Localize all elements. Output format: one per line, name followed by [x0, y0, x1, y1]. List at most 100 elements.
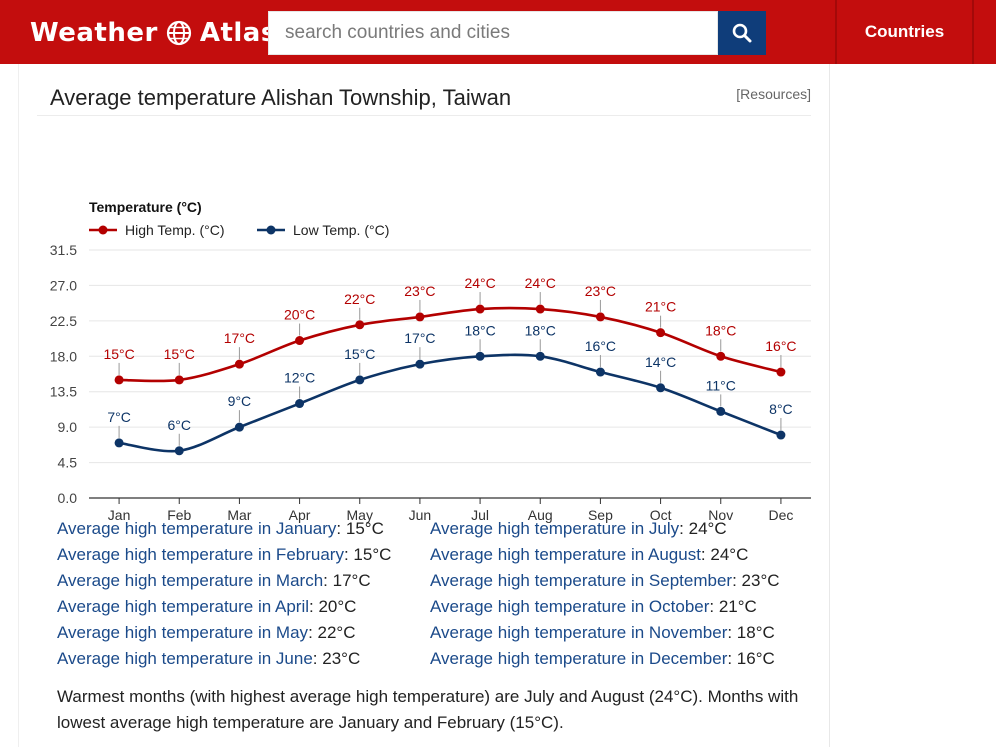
data-point[interactable] [415, 312, 425, 322]
x-tick-label: Aug [528, 507, 553, 523]
stat-link[interactable]: Average high temperature in November [430, 623, 728, 642]
stat-link[interactable]: Average high temperature in May [57, 623, 309, 642]
x-tick-label: Jun [409, 507, 432, 523]
legend-marker [266, 225, 276, 235]
nav-divider [972, 0, 974, 64]
data-label: 9°C [228, 393, 252, 409]
data-point[interactable] [114, 438, 124, 448]
stat-link[interactable]: Average high temperature in August [430, 545, 701, 564]
data-label: 15°C [103, 346, 134, 362]
y-tick-label: 13.5 [50, 384, 77, 400]
search-icon [732, 23, 752, 43]
data-label: 18°C [705, 322, 736, 338]
x-tick-label: Jan [108, 507, 131, 523]
data-point[interactable] [776, 430, 786, 440]
stat-row: Average high temperature in November: 18… [430, 620, 780, 646]
data-label: 24°C [525, 275, 556, 291]
data-label: 8°C [769, 401, 793, 417]
chart-legend: High Temp. (°C) Low Temp. (°C) [89, 222, 389, 238]
data-label: 15°C [344, 346, 375, 362]
series-high-temp: 15°C 15°C 17°C 20°C 22°C 23°C 24°C 24°C 23°C 21°C… [103, 275, 797, 385]
data-label: 22°C [344, 291, 375, 307]
x-tick-label: Feb [167, 507, 191, 523]
stat-value: : 24°C [700, 545, 749, 564]
data-label: 11°C [706, 377, 736, 393]
legend-item[interactable]: High Temp. (°C) [89, 222, 224, 238]
data-point[interactable] [716, 406, 726, 416]
title-divider [37, 115, 811, 116]
stat-row: Average high temperature in December: 16… [430, 646, 780, 672]
data-point[interactable] [776, 367, 786, 377]
y-tick-label: 31.5 [50, 242, 77, 258]
y-tick-label: 9.0 [58, 419, 78, 435]
stat-link[interactable]: Average high temperature in October [430, 597, 710, 616]
stat-value: : 20°C [309, 597, 357, 616]
data-label: 12°C [284, 370, 315, 386]
data-point[interactable] [174, 375, 184, 385]
stat-link[interactable]: Average high temperature in March [57, 571, 324, 590]
data-point[interactable] [656, 328, 666, 338]
data-point[interactable] [535, 304, 545, 314]
site-logo[interactable]: Weather Atlas [30, 14, 277, 52]
data-point[interactable] [716, 351, 726, 361]
x-tick-label: Sep [588, 507, 613, 523]
data-point[interactable] [295, 399, 305, 409]
data-point[interactable] [656, 383, 666, 393]
data-point[interactable] [355, 375, 365, 385]
y-tick-label: 22.5 [50, 313, 77, 329]
data-label: 16°C [585, 338, 616, 354]
data-label: 7°C [107, 409, 131, 425]
stat-value: : 15°C [336, 519, 384, 538]
stat-row: Average high temperature in April: 20°C [57, 594, 391, 620]
data-point[interactable] [295, 336, 305, 346]
resources-link[interactable]: [Resources] [736, 86, 811, 102]
top-navigation-bar: Weather Atlas Countries [0, 0, 996, 64]
stat-row: Average high temperature in May: 22°C [57, 620, 391, 646]
x-tick-label: Oct [650, 507, 672, 523]
stat-row: Average high temperature in June: 23°C [57, 646, 391, 672]
stat-row: Average high temperature in July: 24°C [430, 516, 780, 542]
y-tick-label: 4.5 [58, 455, 78, 471]
stat-link[interactable]: Average high temperature in February [57, 545, 344, 564]
search-input[interactable] [268, 11, 718, 55]
y-tick-label: 27.0 [50, 277, 77, 293]
data-label: 15°C [164, 346, 195, 362]
legend-item[interactable]: Low Temp. (°C) [257, 222, 389, 238]
data-label: 14°C [645, 354, 676, 370]
search-button[interactable] [718, 11, 766, 55]
data-point[interactable] [595, 312, 605, 322]
x-tick-label: Dec [768, 507, 793, 523]
stat-link[interactable]: Average high temperature in June [57, 649, 313, 668]
stat-link[interactable]: Average high temperature in July [430, 519, 680, 538]
x-tick-label: Apr [289, 507, 311, 523]
data-point[interactable] [234, 359, 244, 369]
globe-icon [166, 20, 191, 46]
temperature-chart: Temperature (°C) High Temp. (°C) Low Temp… [50, 199, 811, 523]
data-point[interactable] [415, 359, 425, 369]
data-point[interactable] [475, 304, 485, 314]
data-label: 18°C [525, 322, 556, 338]
series-line [119, 306, 782, 383]
y-tick-label: 18.0 [50, 348, 77, 364]
data-point[interactable] [535, 351, 545, 361]
summary-text: Warmest months (with highest average hig… [57, 687, 799, 732]
stat-link[interactable]: Average high temperature in September [430, 571, 733, 590]
data-point[interactable] [234, 422, 244, 432]
stat-link[interactable]: Average high temperature in April [57, 597, 310, 616]
x-tick-label: Jul [471, 507, 489, 523]
y-tick-label: 0.0 [58, 490, 78, 506]
logo-word-atlas: Atlas [199, 18, 277, 48]
data-label: 18°C [464, 322, 495, 338]
nav-countries-link[interactable]: Countries [864, 22, 945, 41]
x-tick-label: May [347, 507, 373, 523]
data-point[interactable] [595, 367, 605, 377]
series-low-temp: 7°C 6°C 9°C 12°C 15°C 17°C 18°C 18°C 16°C 14°C 11°… [107, 322, 793, 456]
data-point[interactable] [475, 351, 485, 361]
data-point[interactable] [355, 320, 365, 330]
stat-link[interactable]: Average high temperature in January [57, 519, 337, 538]
data-point[interactable] [114, 375, 124, 385]
stat-value: : 21°C [709, 597, 757, 616]
legend-marker [98, 225, 108, 235]
data-point[interactable] [174, 446, 184, 456]
stat-link[interactable]: Average high temperature in December [430, 649, 728, 668]
